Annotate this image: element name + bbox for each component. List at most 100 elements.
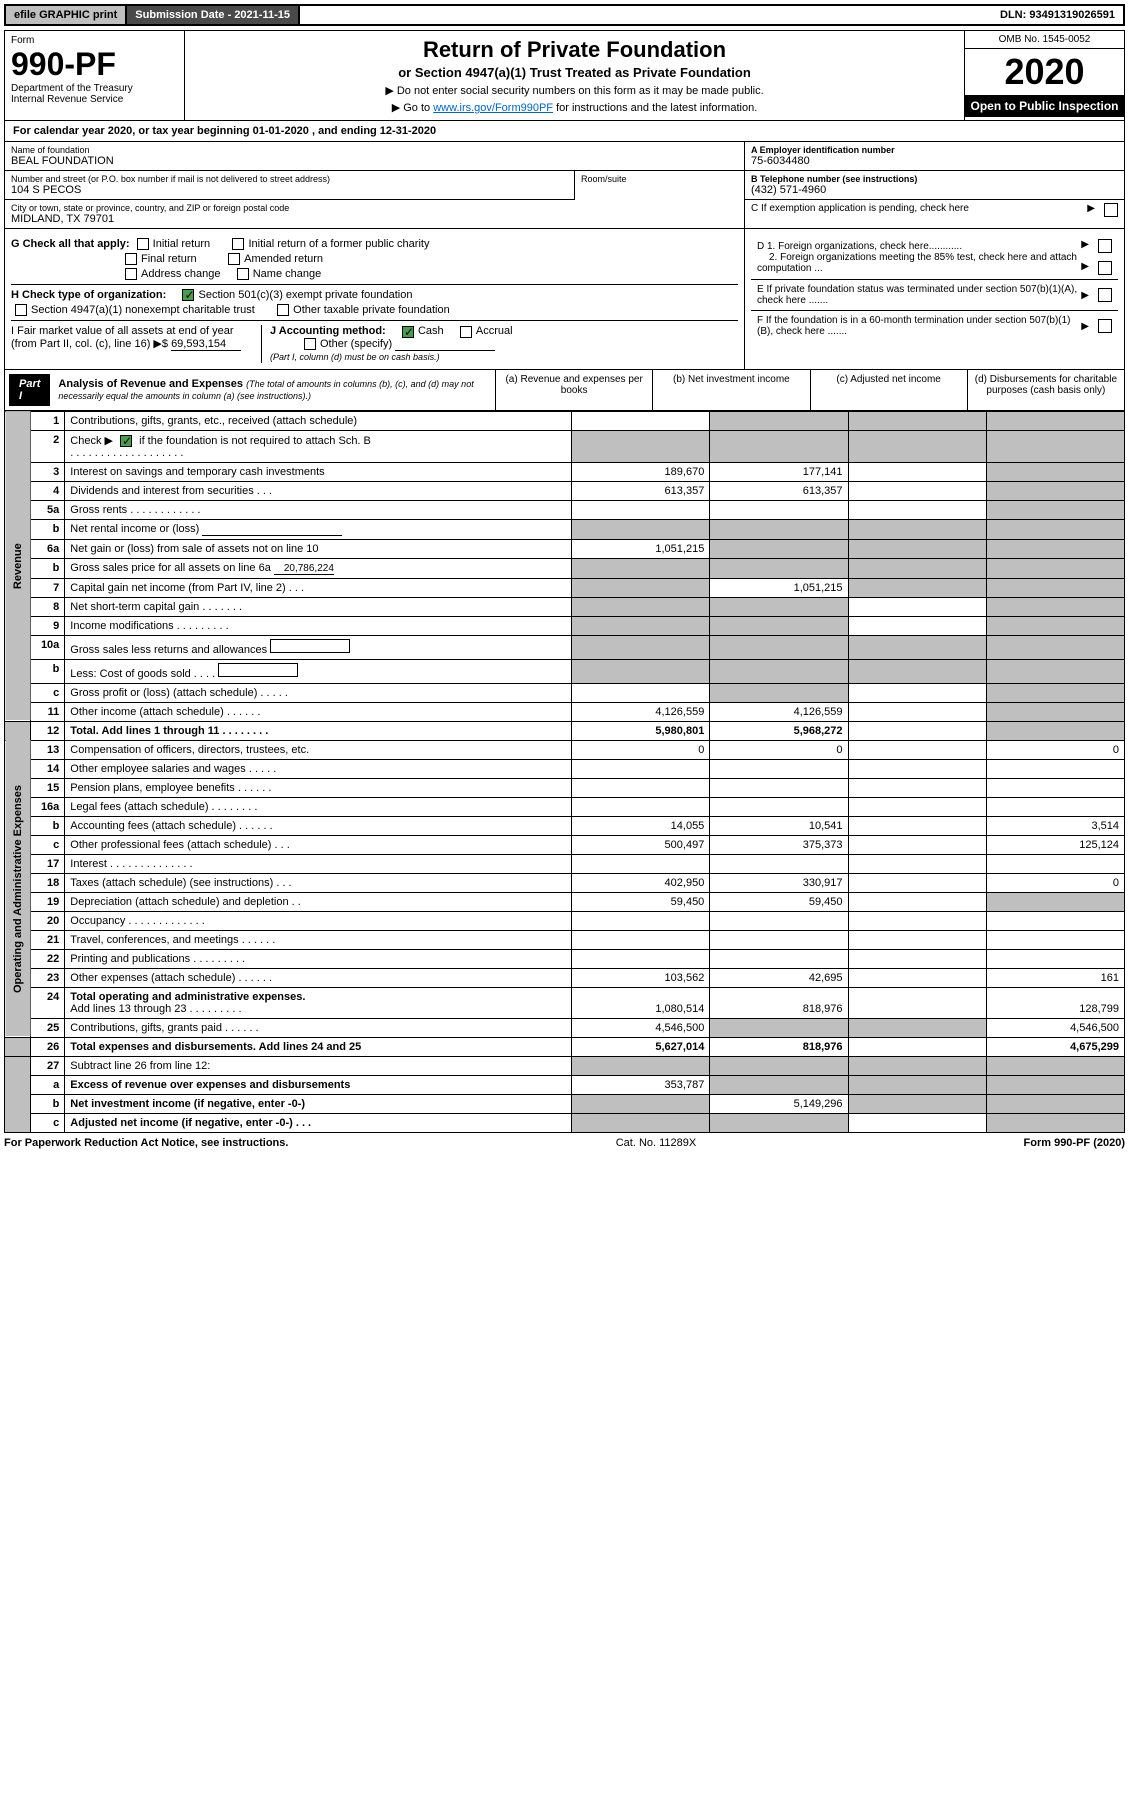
table-row: 27Subtract line 26 from line 12:	[5, 1056, 1125, 1075]
table-row: 8Net short-term capital gain . . . . . .…	[5, 597, 1125, 616]
checks-block: G Check all that apply: Initial return I…	[4, 229, 1125, 370]
table-row: bGross sales price for all assets on lin…	[5, 558, 1125, 578]
h-label: H Check type of organization:	[11, 289, 166, 301]
note-ssn: ▶ Do not enter social security numbers o…	[191, 84, 958, 97]
chk-name-change[interactable]	[237, 268, 249, 280]
table-row: 12Total. Add lines 1 through 11 . . . . …	[5, 721, 1125, 740]
col-b: (b) Net investment income	[652, 370, 809, 410]
phone-label: B Telephone number (see instructions)	[751, 174, 1118, 184]
table-row: 21Travel, conferences, and meetings . . …	[5, 930, 1125, 949]
dln: DLN: 93491319026591	[992, 6, 1123, 24]
table-row: 10aGross sales less returns and allowanc…	[5, 635, 1125, 659]
dept: Department of the Treasury	[11, 83, 178, 94]
irs: Internal Revenue Service	[11, 94, 178, 105]
chk-accrual[interactable]	[460, 326, 472, 338]
table-row: cOther professional fees (attach schedul…	[5, 835, 1125, 854]
form-link[interactable]: www.irs.gov/Form990PF	[433, 102, 553, 114]
chk-final[interactable]	[125, 253, 137, 265]
d2-label: 2. Foreign organizations meeting the 85%…	[757, 252, 1077, 274]
table-row: bLess: Cost of goods sold . . . .	[5, 659, 1125, 683]
calendar-year: For calendar year 2020, or tax year begi…	[4, 121, 1125, 142]
chk-amended[interactable]	[228, 253, 240, 265]
table-row: 14Other employee salaries and wages . . …	[5, 759, 1125, 778]
e-label: E If private foundation status was termi…	[757, 284, 1078, 306]
room-label: Room/suite	[574, 171, 744, 200]
table-row: Operating and Administrative Expenses 13…	[5, 740, 1125, 759]
form-label: Form	[11, 35, 178, 46]
table-row: 20Occupancy . . . . . . . . . . . . .	[5, 911, 1125, 930]
table-row: cAdjusted net income (if negative, enter…	[5, 1113, 1125, 1132]
d2-checkbox[interactable]	[1098, 261, 1112, 275]
table-row: cGross profit or (loss) (attach schedule…	[5, 683, 1125, 702]
d1-label: D 1. Foreign organizations, check here..…	[757, 241, 962, 252]
chk-schb[interactable]	[120, 435, 132, 447]
table-row: 17Interest . . . . . . . . . . . . . .	[5, 854, 1125, 873]
c-label: C If exemption application is pending, c…	[751, 203, 969, 214]
table-row: 2Check ▶ if the foundation is not requir…	[5, 430, 1125, 462]
table-row: 6aNet gain or (loss) from sale of assets…	[5, 539, 1125, 558]
footer: For Paperwork Reduction Act Notice, see …	[4, 1137, 1125, 1149]
part1-header: Part I Analysis of Revenue and Expenses …	[4, 370, 1125, 411]
address: 104 S PECOS	[11, 184, 568, 196]
side-revenue: Revenue	[5, 411, 31, 721]
chk-addr-change[interactable]	[125, 268, 137, 280]
table-row: 4Dividends and interest from securities …	[5, 481, 1125, 500]
table-row: 25Contributions, gifts, grants paid . . …	[5, 1018, 1125, 1037]
table-row: 24Total operating and administrative exp…	[5, 987, 1125, 1018]
chk-initial[interactable]	[137, 238, 149, 250]
ein-label: A Employer identification number	[751, 145, 1118, 155]
f-label: F If the foundation is in a 60-month ter…	[757, 315, 1078, 337]
table-row: 15Pension plans, employee benefits . . .…	[5, 778, 1125, 797]
table-row: 26Total expenses and disbursements. Add …	[5, 1037, 1125, 1056]
chk-501c3[interactable]	[182, 289, 194, 301]
table-row: bAccounting fees (attach schedule) . . .…	[5, 816, 1125, 835]
open-public: Open to Public Inspection	[965, 95, 1124, 117]
foundation-name: BEAL FOUNDATION	[11, 155, 738, 167]
main-table: Revenue 1Contributions, gifts, grants, e…	[4, 411, 1125, 1133]
table-row: aExcess of revenue over expenses and dis…	[5, 1075, 1125, 1094]
table-row: 9Income modifications . . . . . . . . .	[5, 616, 1125, 635]
table-row: bNet rental income or (loss)	[5, 519, 1125, 539]
info-block: Name of foundation BEAL FOUNDATION Numbe…	[4, 142, 1125, 229]
part1-title: Analysis of Revenue and Expenses (The to…	[50, 378, 491, 402]
table-row: Revenue 1Contributions, gifts, grants, e…	[5, 411, 1125, 430]
city-label: City or town, state or province, country…	[11, 203, 738, 213]
tax-year: 2020	[965, 49, 1124, 95]
chk-other-tax[interactable]	[277, 304, 289, 316]
chk-cash[interactable]	[402, 326, 414, 338]
footer-mid: Cat. No. 11289X	[288, 1137, 1023, 1149]
city: MIDLAND, TX 79701	[11, 213, 738, 225]
table-row: 19Depreciation (attach schedule) and dep…	[5, 892, 1125, 911]
phone: (432) 571-4960	[751, 184, 1118, 196]
addr-label: Number and street (or P.O. box number if…	[11, 174, 568, 184]
form-number: 990-PF	[11, 46, 178, 83]
form-title: Return of Private Foundation	[191, 37, 958, 63]
col-d: (d) Disbursements for charitable purpose…	[967, 370, 1124, 410]
table-row: 22Printing and publications . . . . . . …	[5, 949, 1125, 968]
efile-label[interactable]: efile GRAPHIC print	[6, 6, 127, 24]
table-row: bNet investment income (if negative, ent…	[5, 1094, 1125, 1113]
e-checkbox[interactable]	[1098, 288, 1112, 302]
name-label: Name of foundation	[11, 145, 738, 155]
d1-checkbox[interactable]	[1098, 239, 1112, 253]
side-expenses: Operating and Administrative Expenses	[5, 740, 31, 1037]
table-row: 3Interest on savings and temporary cash …	[5, 462, 1125, 481]
footer-right: Form 990-PF (2020)	[1024, 1137, 1125, 1149]
part1-label: Part I	[9, 374, 50, 406]
footer-left: For Paperwork Reduction Act Notice, see …	[4, 1137, 288, 1149]
table-row: 18Taxes (attach schedule) (see instructi…	[5, 873, 1125, 892]
table-row: 11Other income (attach schedule) . . . .…	[5, 702, 1125, 721]
f-checkbox[interactable]	[1098, 319, 1112, 333]
c-checkbox[interactable]	[1104, 203, 1118, 217]
col-c: (c) Adjusted net income	[810, 370, 967, 410]
note-goto: ▶ Go to www.irs.gov/Form990PF for instru…	[191, 101, 958, 114]
ein: 75-6034480	[751, 155, 1118, 167]
g-label: G Check all that apply:	[11, 238, 130, 250]
table-row: 23Other expenses (attach schedule) . . .…	[5, 968, 1125, 987]
chk-initial-former[interactable]	[232, 238, 244, 250]
chk-4947[interactable]	[15, 304, 27, 316]
chk-other-method[interactable]	[304, 338, 316, 350]
j-label: J Accounting method:	[270, 325, 386, 337]
omb-number: OMB No. 1545-0052	[965, 31, 1124, 49]
form-subtitle: or Section 4947(a)(1) Trust Treated as P…	[191, 65, 958, 80]
